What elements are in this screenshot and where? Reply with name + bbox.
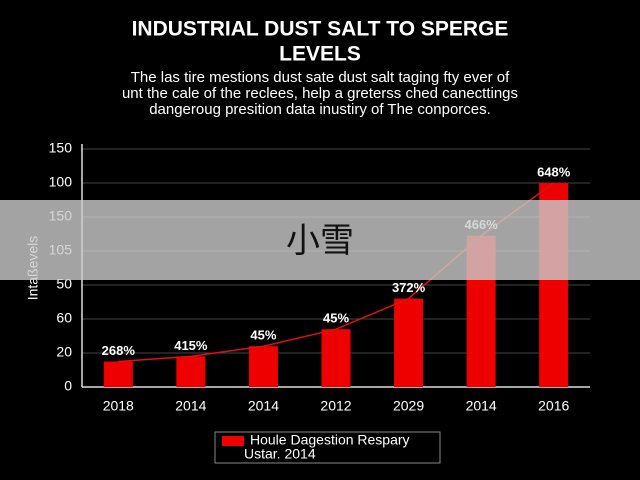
annotation: 648% [537, 164, 571, 179]
bar [103, 361, 133, 387]
watermark: 小雪 [286, 222, 354, 260]
subtitle: unt the cale of the reclees, help a gret… [122, 85, 518, 102]
x-tick-label: 2012 [320, 398, 351, 414]
chart-title: INDUSTRIAL DUST SALT TO SPERGE [132, 18, 509, 41]
x-tick-label: 2014 [248, 398, 279, 414]
annotation: 268% [102, 343, 136, 358]
annotation: 45% [323, 311, 349, 326]
subtitle: The las tire mestions dust sate dust sal… [131, 69, 510, 86]
y-tick-label: 150 [49, 140, 73, 156]
y-tick-label: 60 [56, 310, 72, 326]
x-tick-label: 2014 [175, 398, 206, 414]
watermark-band [0, 200, 640, 280]
legend-label: Houle Dagestion Respary [250, 432, 410, 448]
legend-box [214, 431, 441, 464]
annotation: 415% [174, 338, 208, 353]
x-tick-label: 2029 [393, 398, 424, 414]
annotation: 372% [392, 280, 426, 295]
x-tick-label: 2018 [103, 398, 134, 414]
legend-swatch [222, 436, 244, 446]
x-tick-label: 2014 [466, 398, 497, 414]
bar [248, 346, 278, 387]
annotation: 45% [250, 328, 276, 343]
bar [394, 298, 424, 387]
legend-label: Ustar. 2014 [244, 446, 316, 462]
bar [176, 356, 206, 387]
y-tick-label: 100 [49, 174, 73, 190]
subtitle: dangeroug presition data inustiry of The… [149, 101, 491, 118]
chart-title: LEVELS [279, 43, 361, 66]
x-tick-label: 2016 [538, 398, 569, 414]
bar [321, 329, 351, 387]
y-tick-label: 20 [56, 344, 72, 360]
y-tick-label: 0 [64, 378, 72, 394]
